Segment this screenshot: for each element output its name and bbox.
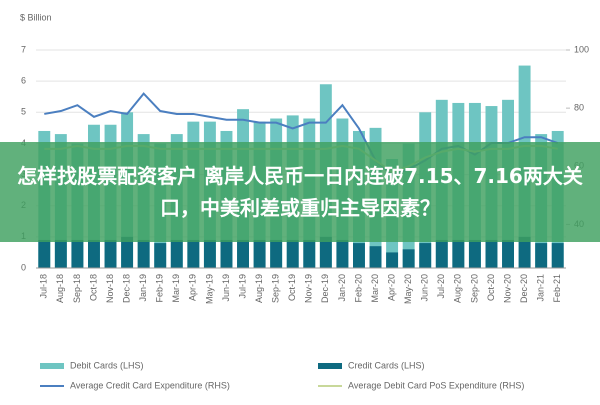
bar <box>154 243 167 268</box>
legend-label: Credit Cards (LHS) <box>348 360 425 370</box>
x-tick-label: Sep-19 <box>271 274 281 303</box>
x-tick-label: Nov-20 <box>502 274 512 303</box>
y-tick-label: 7 <box>21 44 26 54</box>
x-tick-label: Oct-20 <box>486 274 496 301</box>
bar <box>104 239 117 268</box>
bar <box>170 239 183 268</box>
bar <box>386 252 399 268</box>
x-tick-label: Jun-20 <box>420 274 430 302</box>
x-tick-label: Jul-20 <box>436 274 446 299</box>
x-tick-label: Dec-18 <box>121 274 131 303</box>
bar <box>518 236 531 268</box>
overlay-banner: 怎样找股票配资客户 离岸人民币一日内连破7.15、7.16两大关口，中美利差或重… <box>0 142 600 242</box>
x-tick-label: Feb-20 <box>353 274 363 303</box>
bar <box>88 239 100 268</box>
bar <box>336 239 349 268</box>
bar <box>71 239 84 268</box>
bar <box>319 236 332 268</box>
bar <box>468 239 481 268</box>
bar <box>435 239 448 268</box>
bar <box>237 239 249 268</box>
bar <box>353 243 365 268</box>
x-tick-label: May-20 <box>403 274 413 304</box>
y-tick-label: 0 <box>21 262 26 272</box>
x-tick-label: May-19 <box>204 274 214 304</box>
bar <box>137 239 150 268</box>
bar <box>286 239 299 268</box>
overlay-text: 怎样找股票配资客户 离岸人民币一日内连破7.15、7.16两大关口，中美利差或重… <box>17 164 583 220</box>
y-tick-label: 6 <box>21 76 26 86</box>
bar <box>220 239 233 268</box>
chart-title: $ Billion <box>20 12 52 22</box>
x-tick-label: Oct-18 <box>88 274 98 301</box>
bar <box>502 239 514 268</box>
x-tick-label: Nov-19 <box>304 274 314 303</box>
bar <box>419 243 432 268</box>
x-tick-label: Aug-19 <box>254 274 264 303</box>
bar <box>551 243 564 268</box>
y-tick-label: 5 <box>21 107 26 117</box>
y2-tick-label: 80 <box>574 103 584 113</box>
bar <box>54 239 67 268</box>
x-tick-label: Mar-20 <box>370 274 380 303</box>
legend-label: Average Credit Card Expenditure (RHS) <box>70 380 230 390</box>
x-tick-label: Mar-19 <box>171 274 181 303</box>
legend-swatch <box>318 363 342 369</box>
x-tick-label: Dec-19 <box>320 274 330 303</box>
x-tick-label: Apr-20 <box>386 274 396 301</box>
bar <box>187 239 200 268</box>
bar <box>121 236 134 268</box>
legend-label: Debit Cards (LHS) <box>70 360 144 370</box>
x-tick-label: Jan-21 <box>536 274 546 302</box>
x-tick-label: Jul-18 <box>39 274 49 299</box>
bar <box>303 239 316 268</box>
bar <box>369 246 382 268</box>
x-tick-label: Oct-19 <box>287 274 297 301</box>
bar <box>203 239 216 268</box>
x-tick-label: Nov-18 <box>105 274 115 303</box>
x-tick-label: Sep-18 <box>72 274 82 303</box>
bar <box>485 239 498 268</box>
x-tick-label: Sep-20 <box>469 274 479 303</box>
bar <box>402 249 415 268</box>
x-tick-label: Feb-19 <box>155 274 165 303</box>
x-tick-label: Apr-19 <box>188 274 198 301</box>
x-tick-label: Aug-18 <box>55 274 65 303</box>
x-tick-label: Jan-19 <box>138 274 148 302</box>
x-tick-label: Dec-20 <box>519 274 529 303</box>
bar <box>38 239 51 268</box>
x-tick-label: Aug-20 <box>453 274 463 303</box>
x-tick-label: Feb-21 <box>552 274 562 303</box>
legend-swatch <box>40 363 64 369</box>
x-tick-label: Jul-19 <box>237 274 247 299</box>
bar <box>452 239 465 268</box>
x-tick-label: Jan-20 <box>337 274 347 302</box>
bar <box>253 239 266 268</box>
bar <box>270 239 283 268</box>
x-tick-label: Jun-19 <box>221 274 231 302</box>
bar <box>535 243 548 268</box>
legend-label: Average Debit Card PoS Expenditure (RHS) <box>348 380 524 390</box>
y2-tick-label: 100 <box>574 44 589 54</box>
